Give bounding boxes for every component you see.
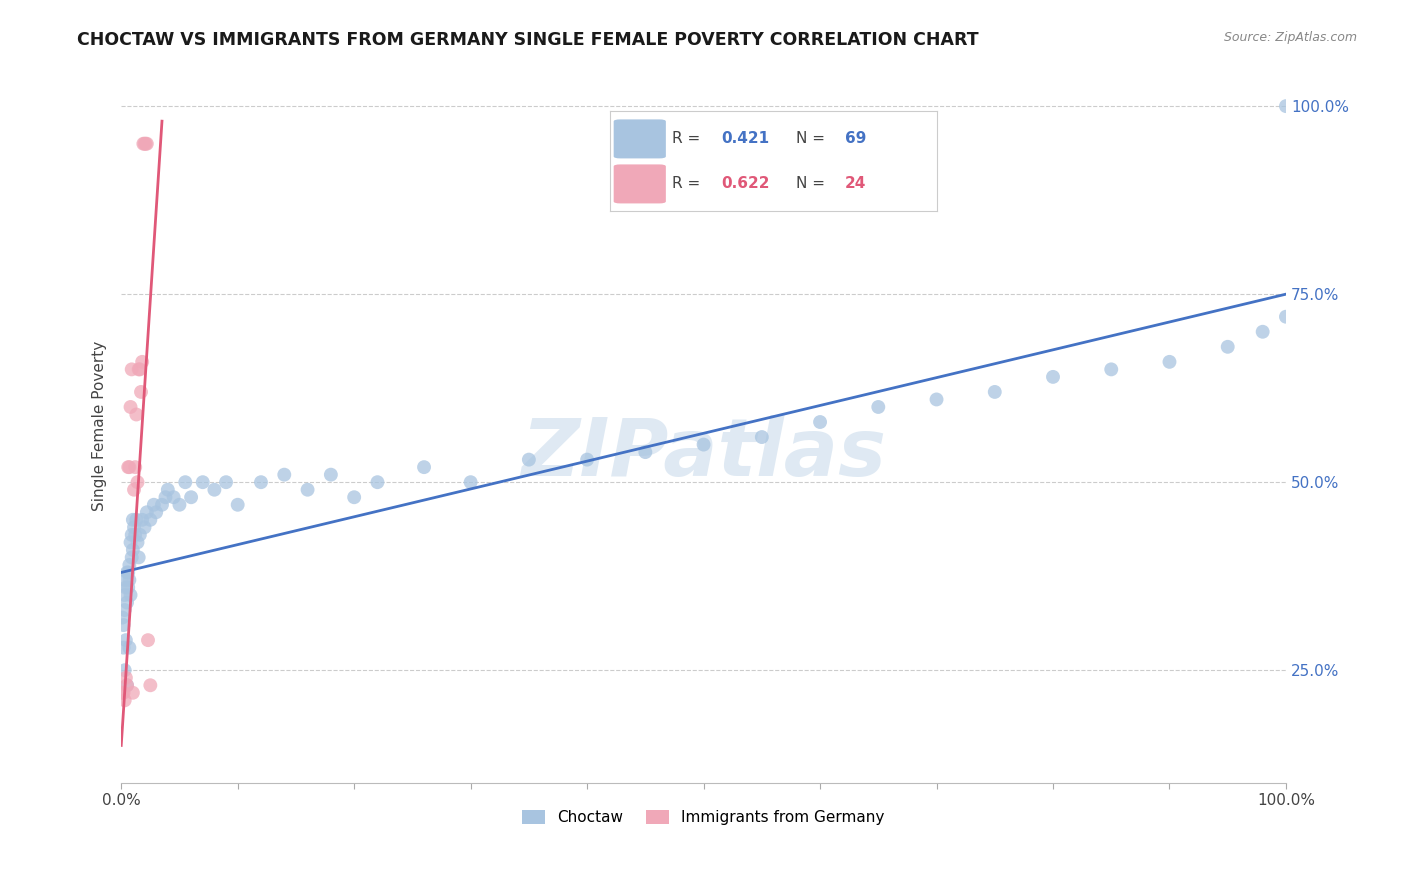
Choctaw [115,633,138,648]
Choctaw [343,490,366,504]
Choctaw [1099,362,1122,376]
Choctaw [634,445,657,459]
Immigrants from Germany [127,475,149,490]
Choctaw [174,475,197,490]
Choctaw [117,566,139,580]
Choctaw [125,513,148,527]
Immigrants from Germany [128,362,150,376]
Immigrants from Germany [121,362,143,376]
Choctaw [150,498,173,512]
Choctaw [319,467,342,482]
Choctaw [1159,355,1181,369]
Choctaw [121,513,143,527]
Immigrants from Germany [134,136,156,151]
Choctaw [111,610,134,624]
Immigrants from Germany [132,136,155,151]
Choctaw [808,415,831,429]
Immigrants from Germany [125,408,148,422]
Immigrants from Germany [111,686,134,700]
Immigrants from Germany [139,678,162,692]
Choctaw [226,498,249,512]
Choctaw [114,603,136,617]
Choctaw [169,498,191,512]
Immigrants from Germany [117,460,139,475]
Choctaw [128,550,150,565]
Choctaw [162,490,184,504]
Choctaw [155,490,177,504]
Choctaw [118,573,141,587]
Choctaw [366,475,388,490]
Choctaw [751,430,773,444]
Choctaw [142,498,165,512]
Choctaw [413,460,436,475]
Text: Source: ZipAtlas.com: Source: ZipAtlas.com [1223,31,1357,45]
Choctaw [127,535,149,549]
Choctaw [115,566,138,580]
Choctaw [692,437,714,451]
Choctaw [121,528,143,542]
Choctaw [135,505,157,519]
Choctaw [297,483,319,497]
Y-axis label: Single Female Poverty: Single Female Poverty [93,341,107,511]
Choctaw [118,558,141,572]
Choctaw [156,483,179,497]
Choctaw [215,475,238,490]
Legend: Choctaw, Immigrants from Germany: Choctaw, Immigrants from Germany [522,810,884,825]
Choctaw [576,452,599,467]
Choctaw [984,384,1007,399]
Choctaw [180,490,202,504]
Text: ZIPatlas: ZIPatlas [522,416,886,493]
Choctaw [1042,370,1064,384]
Choctaw [120,588,142,602]
Immigrants from Germany [135,136,157,151]
Choctaw [1275,99,1298,113]
Immigrants from Germany [131,355,153,369]
Immigrants from Germany [129,384,152,399]
Immigrants from Germany [136,633,159,648]
Choctaw [112,618,135,632]
Choctaw [134,520,156,534]
Choctaw [1216,340,1239,354]
Immigrants from Germany [128,362,150,376]
Immigrants from Germany [115,671,138,685]
Choctaw [460,475,482,490]
Immigrants from Germany [120,400,142,414]
Choctaw [191,475,214,490]
Choctaw [517,452,540,467]
Choctaw [925,392,948,407]
Immigrants from Germany [112,686,135,700]
Choctaw [121,550,143,565]
Immigrants from Germany [114,693,136,707]
Choctaw [122,520,145,534]
Choctaw [868,400,890,414]
Choctaw [1251,325,1274,339]
Immigrants from Germany [122,483,145,497]
Choctaw [114,663,136,677]
Choctaw [128,528,150,542]
Choctaw [114,573,136,587]
Choctaw [273,467,295,482]
Choctaw [139,513,162,527]
Choctaw [131,513,153,527]
Choctaw [118,640,141,655]
Choctaw [1275,310,1298,324]
Choctaw [114,588,136,602]
Immigrants from Germany [121,686,143,700]
Text: CHOCTAW VS IMMIGRANTS FROM GERMANY SINGLE FEMALE POVERTY CORRELATION CHART: CHOCTAW VS IMMIGRANTS FROM GERMANY SINGL… [77,31,979,49]
Choctaw [121,542,143,557]
Immigrants from Germany [135,136,157,151]
Immigrants from Germany [115,678,138,692]
Choctaw [115,595,138,609]
Immigrants from Germany [124,460,146,475]
Choctaw [145,505,167,519]
Immigrants from Germany [118,460,141,475]
Choctaw [202,483,225,497]
Choctaw [117,581,139,595]
Choctaw [120,535,142,549]
Choctaw [112,640,135,655]
Choctaw [115,581,138,595]
Choctaw [124,528,146,542]
Choctaw [115,678,138,692]
Choctaw [250,475,273,490]
